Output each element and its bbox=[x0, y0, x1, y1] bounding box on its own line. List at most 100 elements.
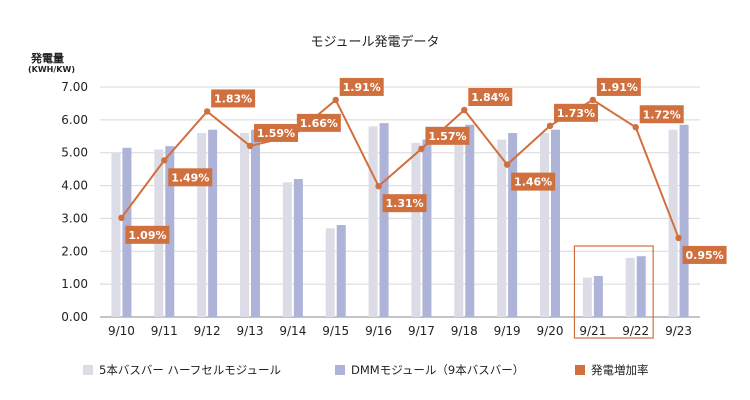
bar-dmm bbox=[165, 146, 175, 317]
bar-halfcell bbox=[454, 129, 464, 317]
x-tick-label: 9/17 bbox=[408, 324, 435, 338]
x-tick-label: 9/12 bbox=[194, 324, 221, 338]
rate-point bbox=[675, 234, 682, 242]
y-tick-label: 4.00 bbox=[61, 179, 88, 193]
legend-swatch bbox=[575, 365, 585, 375]
x-tick-label: 9/15 bbox=[322, 324, 349, 338]
x-tick-label: 9/18 bbox=[451, 324, 478, 338]
bar-halfcell bbox=[368, 126, 378, 317]
y-tick-label: 7.00 bbox=[61, 80, 88, 94]
bar-halfcell bbox=[582, 277, 592, 317]
bar-dmm bbox=[336, 225, 346, 317]
bar-dmm bbox=[208, 129, 218, 317]
bar-dmm bbox=[422, 139, 432, 317]
bar-halfcell bbox=[411, 142, 421, 317]
bar-dmm bbox=[465, 124, 475, 318]
bar-dmm bbox=[551, 129, 560, 317]
rate-label: 1.31% bbox=[385, 197, 423, 210]
bar-dmm bbox=[293, 179, 303, 317]
y-tick-label: 5.00 bbox=[61, 146, 88, 160]
rate-label: 1.83% bbox=[214, 92, 252, 105]
x-tick-label: 9/16 bbox=[365, 324, 392, 338]
bar-dmm bbox=[508, 133, 518, 317]
x-tick-label: 9/13 bbox=[237, 324, 264, 338]
highlight-box bbox=[573, 245, 654, 339]
rate-label: 1.91% bbox=[343, 81, 381, 94]
bar-halfcell bbox=[240, 133, 249, 317]
bar-halfcell bbox=[540, 133, 549, 317]
legend-label: DMMモジュール（9本バスバー） bbox=[351, 363, 524, 377]
rate-label-box bbox=[596, 77, 641, 96]
rate-point bbox=[332, 96, 339, 104]
rate-label-box bbox=[296, 113, 341, 132]
rate-point bbox=[461, 106, 468, 114]
y-axis-label: 発電量 bbox=[30, 51, 64, 65]
x-axis-ticks: 9/10 9/11 9/12 9/13 9/14 9/15 9/16 9/17 9/18 9/19… bbox=[108, 324, 692, 338]
x-tick-label: 9/11 bbox=[151, 324, 178, 338]
y-tick-label: 1.00 bbox=[61, 277, 88, 291]
rate-label-box bbox=[425, 126, 470, 145]
bar-halfcell bbox=[625, 257, 635, 317]
x-tick-label: 9/21 bbox=[579, 324, 606, 338]
rate-label: 1.46% bbox=[514, 176, 552, 189]
rate-label: 0.95% bbox=[685, 249, 723, 262]
bar-dmm bbox=[593, 275, 603, 317]
bar-halfcell bbox=[325, 228, 335, 317]
y-tick-label: 0.00 bbox=[61, 310, 88, 324]
x-tick-label: 9/22 bbox=[622, 324, 649, 338]
rate-label: 1.59% bbox=[257, 127, 295, 140]
legend-label: 発電増加率 bbox=[591, 363, 649, 377]
rate-label-box bbox=[382, 194, 427, 213]
rate-label: 1.84% bbox=[471, 91, 509, 104]
rate-point bbox=[203, 108, 211, 115]
bar-dmm bbox=[679, 124, 689, 318]
rate-label-box bbox=[125, 225, 170, 244]
bar-dmm bbox=[251, 129, 260, 317]
rate-point bbox=[503, 161, 511, 168]
rate-point bbox=[375, 182, 382, 190]
rate-label-box bbox=[639, 105, 684, 124]
chart-title: モジュール発電データ bbox=[310, 34, 439, 50]
legend-label: 5本バスバー ハーフセルモジュール bbox=[99, 363, 281, 377]
rate-label-box bbox=[211, 89, 256, 108]
rate-label: 1.49% bbox=[171, 171, 209, 184]
rate-line: 1.09% 1.49% 1.83% 1.59% 1.66% 1.91% 1.31% 1.57%… bbox=[118, 77, 727, 264]
rate-label-box bbox=[254, 123, 298, 142]
x-tick-label: 9/10 bbox=[108, 324, 135, 338]
bar-halfcell bbox=[282, 182, 292, 317]
bar-halfcell bbox=[197, 133, 207, 317]
y-tick-label: 6.00 bbox=[61, 113, 88, 127]
rate-point bbox=[546, 122, 554, 130]
y-axis-ticks: 0.00 1.00 2.00 3.00 4.00 5.00 6.00 7.00 bbox=[61, 80, 88, 324]
rate-label-box bbox=[168, 168, 213, 187]
rate-point bbox=[632, 124, 639, 131]
rate-label-box bbox=[511, 172, 556, 191]
rate-label: 1.66% bbox=[300, 117, 338, 130]
x-tick-label: 9/19 bbox=[494, 324, 521, 338]
legend-swatch bbox=[335, 365, 345, 375]
x-tick-label: 9/23 bbox=[665, 324, 692, 338]
bar-dmm bbox=[636, 256, 646, 317]
bar-dmm bbox=[379, 123, 389, 318]
rate-label-box bbox=[554, 103, 598, 122]
y-tick-label: 3.00 bbox=[61, 211, 88, 225]
rate-label-box bbox=[682, 245, 727, 264]
y-axis-unit: (KWH/KW) bbox=[28, 65, 75, 74]
x-tick-label: 9/14 bbox=[279, 324, 306, 338]
rate-label: 1.57% bbox=[428, 130, 466, 143]
bars bbox=[111, 123, 689, 318]
y-tick-label: 2.00 bbox=[61, 244, 88, 258]
x-tick-label: 9/20 bbox=[537, 324, 564, 338]
rate-point bbox=[246, 142, 254, 150]
rate-label-box bbox=[339, 77, 384, 96]
legend: 5本バスバー ハーフセルモジュール DMMモジュール（9本バスバー） 発電増加率 bbox=[83, 363, 649, 377]
legend-swatch bbox=[83, 365, 93, 375]
rate-point bbox=[589, 96, 597, 104]
rate-point bbox=[118, 214, 125, 222]
highlight-rect bbox=[573, 245, 654, 339]
bar-halfcell bbox=[497, 139, 507, 317]
rate-point bbox=[418, 145, 425, 153]
rate-label-box bbox=[468, 88, 513, 106]
rate-label: 1.73% bbox=[557, 107, 595, 120]
